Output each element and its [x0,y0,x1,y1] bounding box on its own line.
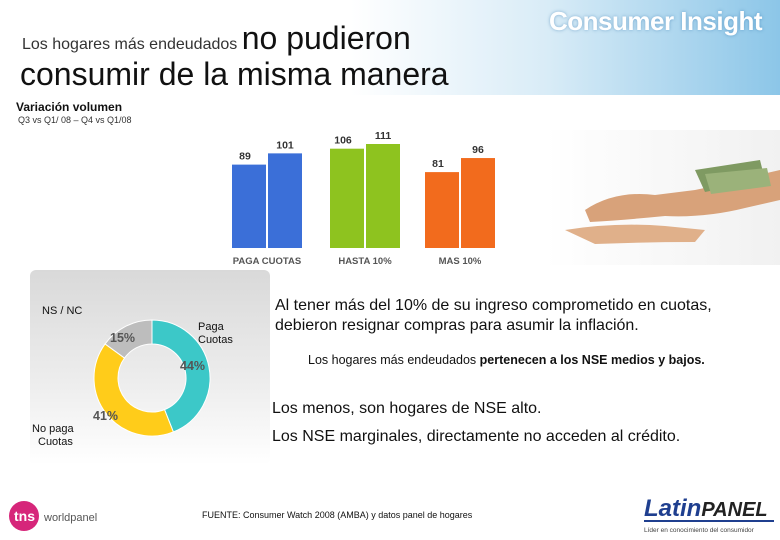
page-title-line2: consumir de la misma manera [20,56,449,92]
legend-no-paga-line2: Cuotas [38,436,73,448]
source-footnote: FUENTE: Consumer Watch 2008 (AMBA) y dat… [202,510,473,520]
volume-bar-chart: 89 101 PAGA CUOTAS 106 111 HASTA 10% 81 96 MAS 1… [232,130,495,267]
tns-worldpanel-logo: tns worldpanel [9,501,97,531]
page-title: Los hogares más endeudados no pudieron [22,20,411,57]
bar-value-label: 101 [276,139,294,151]
legend-paga-cuotas-line1: Paga [198,321,225,333]
bar-mas-10--s1 [425,172,459,248]
main-statement: Al tener más del 10% de su ingreso compr… [275,297,712,334]
bar-category-label: HASTA 10% [338,256,392,267]
donut-value-label: 41% [93,409,118,423]
donut-slice-paga-cuotas [151,319,211,433]
tns-logo-text: tns [14,508,35,524]
consumer-insight-logo: Consumer Insight [548,6,763,36]
bar-value-label: 81 [432,158,444,170]
debt-donut-chart: 44% 41% 15% NS / NC Paga Cuotas No paga Cu… [32,305,233,448]
bar-value-label: 106 [334,135,352,147]
hands-money-image [545,130,780,265]
chart-period: Q3 vs Q1/ 08 – Q4 vs Q1/08 [18,115,132,125]
header-band [0,0,780,95]
bar-hasta-10--s2 [366,144,400,248]
tns-logo-suffix: worldpanel [43,512,97,524]
nse-note: Los hogares más endeudados pertenecen a … [308,353,705,367]
bar-category-label: MAS 10% [439,256,482,267]
latinpanel-logo: LatinPANEL Líder en conocimiento del con… [644,495,774,534]
bar-value-label: 89 [239,151,251,163]
donut-value-label: 44% [180,359,205,373]
bar-paga-cuotas-s1 [232,164,266,248]
svg-text:LatinPANEL: LatinPANEL [644,495,768,522]
bar-mas-10--s2 [461,158,495,248]
latin-logo-tagline: Líder en conocimiento del consumidor [644,527,755,534]
bar-value-label: 96 [472,144,484,156]
bar-value-label: 111 [375,130,392,142]
bar-category-label: PAGA CUOTAS [233,256,301,267]
nse-note-bold: pertenecen a los NSE medios y bajos. [479,353,705,367]
bar-paga-cuotas-s2 [268,153,302,248]
nse-marginal-line: Los NSE marginales, directamente no acce… [272,428,681,445]
donut-slice-ns-nc [104,319,153,359]
latin-logo-part-b: PANEL [701,499,767,521]
legend-no-paga-line1: No paga [32,423,74,435]
nse-note-plain: Los hogares más endeudados [308,353,477,367]
donut-value-label: 15% [110,331,135,345]
chart-subtitle: Variación volumen [16,100,123,114]
legend-paga-cuotas-line2: Cuotas [198,334,233,346]
bar-hasta-10--s1 [330,148,364,248]
legend-no-paga-cuotas: No paga Cuotas [32,423,77,448]
donut-slice-no-paga-cuotas [93,343,175,437]
legend-paga-cuotas: Paga Cuotas [198,321,233,346]
title-big-part: no pudieron [241,20,411,56]
title-small-part: Los hogares más endeudados [22,36,238,53]
legend-ns-nc: NS / NC [42,305,82,317]
nse-alto-line: Los menos, son hogares de NSE alto. [272,400,542,417]
latin-logo-part-a: Latin [644,495,701,522]
